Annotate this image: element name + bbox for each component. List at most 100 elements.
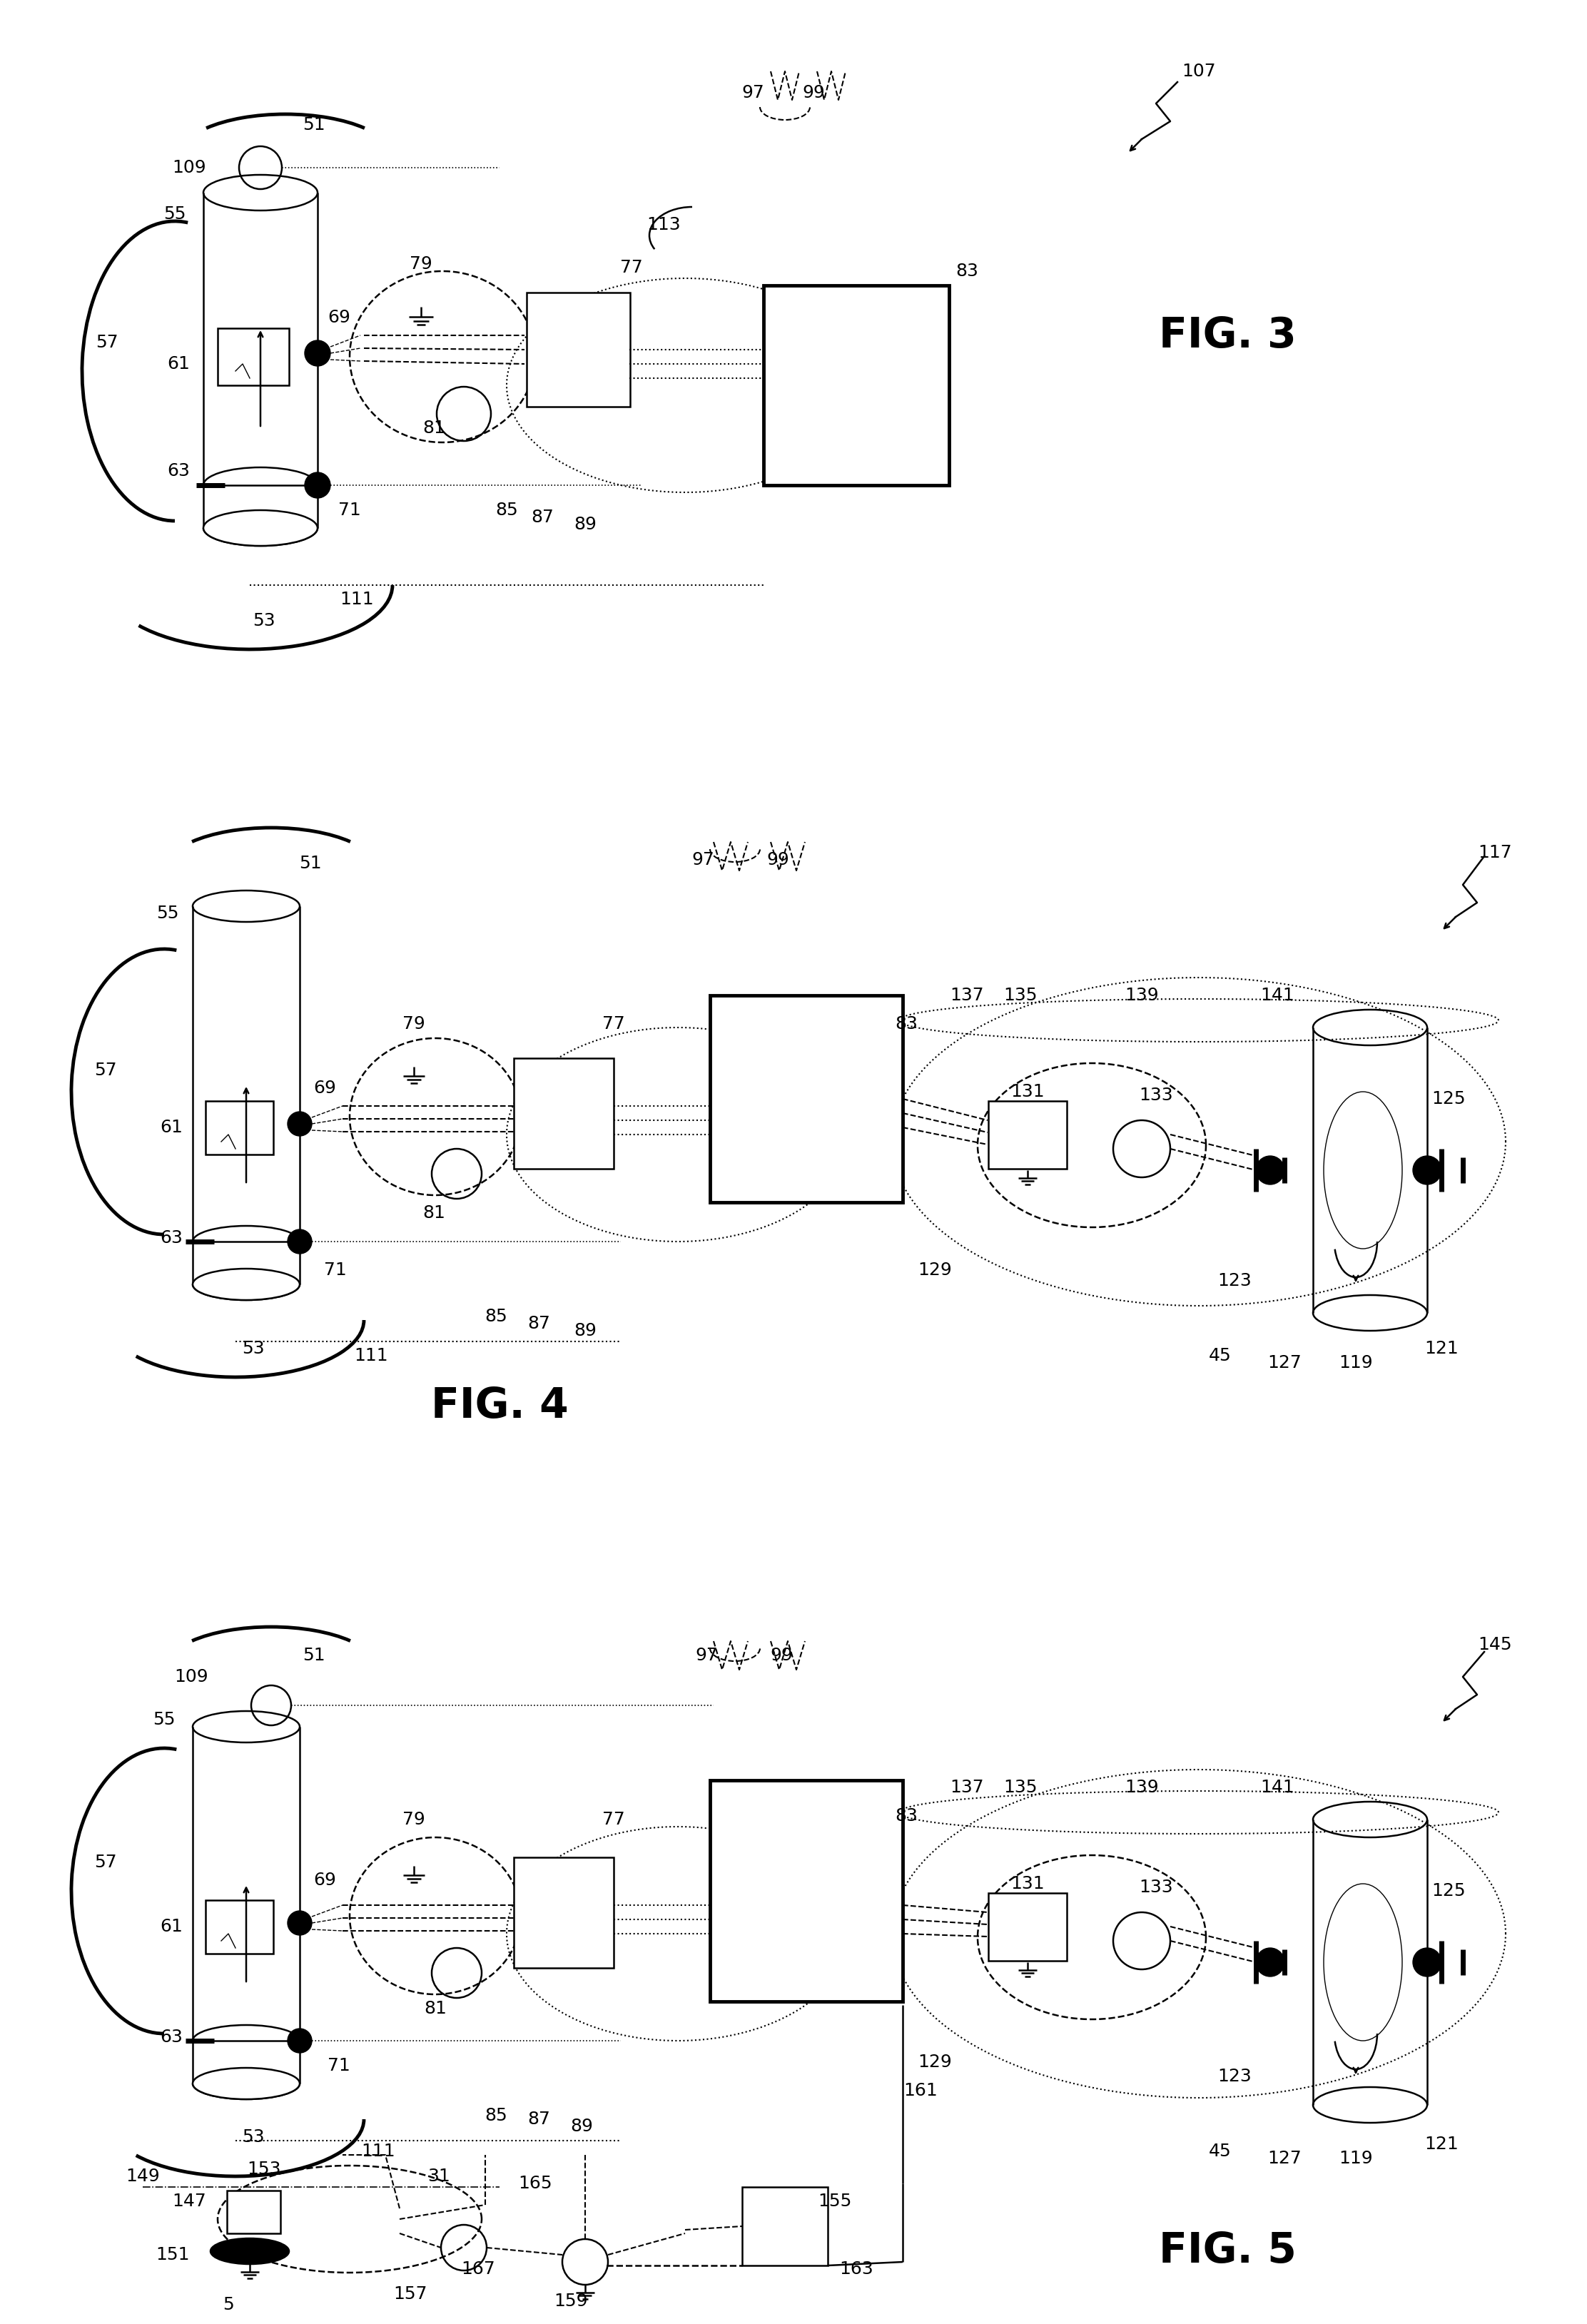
- Text: 129: 129: [917, 2054, 952, 2071]
- Text: 145: 145: [1477, 1636, 1512, 1652]
- Text: 87: 87: [527, 1315, 551, 1332]
- Circle shape: [287, 1910, 311, 1936]
- Text: 81: 81: [422, 1204, 446, 1222]
- Text: 151: 151: [156, 2247, 189, 2264]
- Text: 71: 71: [324, 1262, 346, 1278]
- Text: 71: 71: [338, 502, 360, 518]
- Text: 133: 133: [1139, 1088, 1173, 1104]
- Circle shape: [1412, 1948, 1441, 1975]
- Text: 99: 99: [767, 851, 789, 869]
- Text: 89: 89: [574, 1322, 597, 1339]
- Text: 77: 77: [603, 1810, 625, 1829]
- Text: 97: 97: [692, 851, 714, 869]
- Text: 57: 57: [95, 335, 119, 351]
- Bar: [709, 995, 903, 1202]
- Bar: [709, 1780, 903, 2001]
- Text: 113: 113: [646, 216, 681, 232]
- Text: 63: 63: [167, 462, 190, 479]
- Bar: [227, 2192, 279, 2233]
- Text: 161: 161: [903, 2082, 938, 2099]
- Text: 159: 159: [554, 2291, 587, 2310]
- Text: 77: 77: [621, 258, 643, 277]
- Bar: [763, 286, 949, 486]
- Bar: [989, 1892, 1066, 1961]
- Circle shape: [305, 339, 330, 367]
- Bar: [217, 328, 289, 386]
- Text: 55: 55: [152, 1710, 175, 1729]
- Bar: [989, 1102, 1066, 1169]
- Text: 61: 61: [167, 356, 190, 372]
- Bar: [205, 1102, 273, 1155]
- Text: 125: 125: [1431, 1882, 1465, 1899]
- Text: 57: 57: [94, 1855, 117, 1871]
- Text: FIG. 3: FIG. 3: [1159, 316, 1297, 356]
- Text: 137: 137: [951, 988, 984, 1004]
- Text: 53: 53: [252, 611, 275, 630]
- Circle shape: [287, 1111, 311, 1136]
- Text: 63: 63: [160, 1229, 183, 1246]
- Ellipse shape: [203, 511, 317, 546]
- Text: 63: 63: [160, 2029, 183, 2045]
- Text: 71: 71: [327, 2057, 351, 2075]
- Text: 45: 45: [1209, 2143, 1232, 2159]
- Text: 81: 81: [424, 2001, 446, 2017]
- Text: 111: 111: [362, 2143, 395, 2159]
- Text: 111: 111: [340, 590, 375, 609]
- Text: 61: 61: [160, 1917, 183, 1936]
- Text: 167: 167: [462, 2261, 495, 2278]
- Text: 141: 141: [1260, 1778, 1295, 1796]
- Circle shape: [287, 1229, 311, 1253]
- Text: 61: 61: [160, 1118, 183, 1136]
- Ellipse shape: [211, 2238, 289, 2264]
- Text: 5: 5: [222, 2296, 233, 2312]
- Circle shape: [305, 472, 330, 497]
- Text: 79: 79: [403, 1016, 425, 1032]
- Text: 111: 111: [354, 1348, 389, 1364]
- Text: 69: 69: [313, 1081, 336, 1097]
- Text: 141: 141: [1260, 988, 1295, 1004]
- Bar: [527, 293, 630, 407]
- Text: 79: 79: [403, 1810, 425, 1829]
- Text: 51: 51: [298, 855, 322, 872]
- Text: 51: 51: [303, 116, 325, 132]
- Text: 147: 147: [171, 2194, 206, 2210]
- Text: 127: 127: [1268, 1355, 1301, 1371]
- Text: 87: 87: [527, 2110, 551, 2129]
- Text: 55: 55: [163, 205, 186, 223]
- Text: 89: 89: [570, 2117, 594, 2136]
- Text: 133: 133: [1139, 1878, 1173, 1896]
- Text: 85: 85: [495, 502, 517, 518]
- Text: 69: 69: [327, 309, 351, 325]
- Text: 89: 89: [574, 516, 597, 532]
- Text: 139: 139: [1125, 1778, 1159, 1796]
- Text: 149: 149: [125, 2168, 160, 2185]
- Text: 157: 157: [394, 2284, 427, 2303]
- Text: 85: 85: [484, 2108, 508, 2124]
- Text: 107: 107: [1182, 63, 1216, 79]
- Text: 51: 51: [303, 1648, 325, 1664]
- Circle shape: [1412, 1155, 1441, 1185]
- Text: 85: 85: [484, 1308, 508, 1325]
- Text: 55: 55: [157, 904, 179, 923]
- Text: 165: 165: [519, 2175, 552, 2192]
- Text: 81: 81: [422, 421, 446, 437]
- Bar: [205, 1899, 273, 1952]
- Circle shape: [287, 2029, 311, 2052]
- Text: 77: 77: [603, 1016, 625, 1032]
- Text: 119: 119: [1339, 2150, 1373, 2166]
- Text: 53: 53: [243, 2129, 265, 2145]
- Text: FIG. 4: FIG. 4: [430, 1385, 568, 1427]
- Text: 131: 131: [1011, 1875, 1044, 1892]
- Text: 121: 121: [1425, 1341, 1458, 1357]
- Text: 123: 123: [1217, 1271, 1252, 1290]
- Text: 109: 109: [171, 158, 206, 177]
- Ellipse shape: [192, 1269, 300, 1299]
- Text: 57: 57: [94, 1062, 117, 1078]
- Text: 155: 155: [817, 2194, 852, 2210]
- Text: 31: 31: [427, 2168, 451, 2185]
- Text: 45: 45: [1209, 1348, 1232, 1364]
- Text: 163: 163: [840, 2261, 873, 2278]
- Text: 125: 125: [1431, 1090, 1465, 1109]
- Circle shape: [1255, 1948, 1284, 1975]
- Text: 83: 83: [895, 1016, 917, 1032]
